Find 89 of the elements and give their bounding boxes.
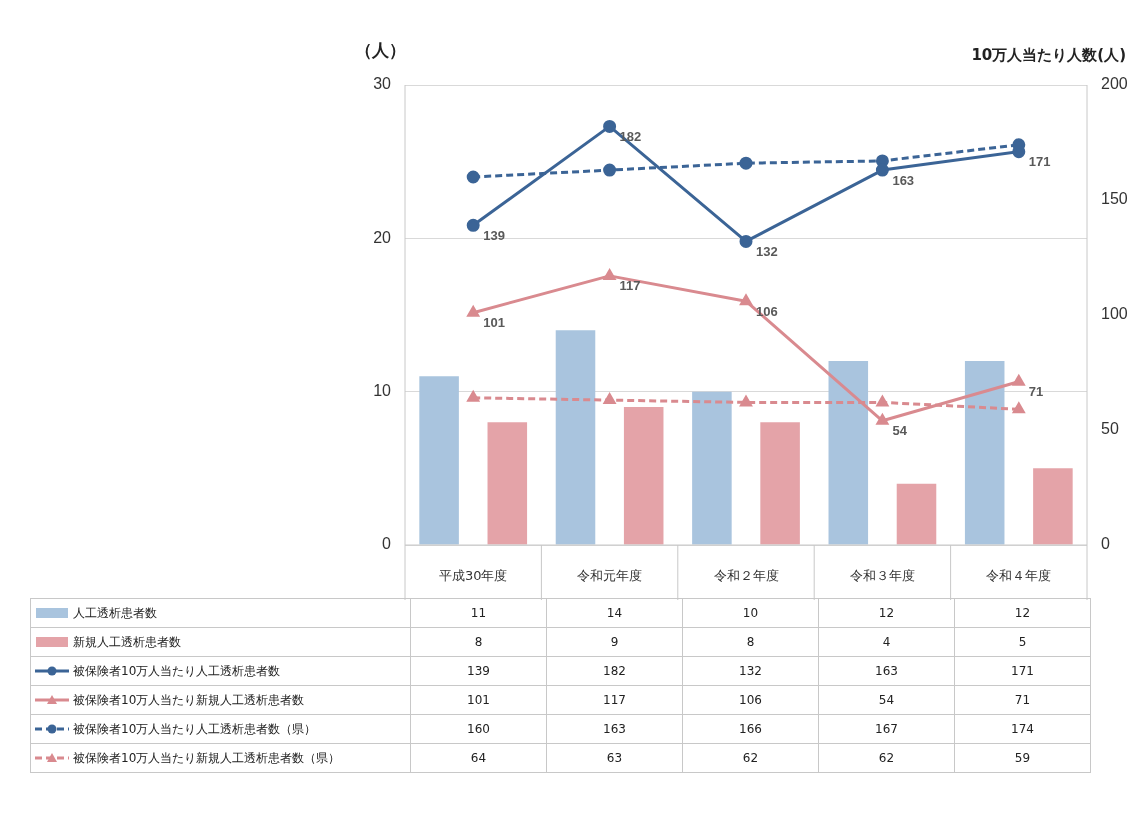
point [875,163,889,177]
bar [692,391,732,545]
bar [760,422,800,545]
data-label: 171 [954,656,1091,686]
legend-label: 被保険者10万人当たり人工透析患者数（県） [73,721,317,736]
bar [1033,468,1073,545]
data-label: 106 [682,685,819,715]
data-label: 132 [682,656,819,686]
data-label: 63 [546,743,683,773]
point [876,395,889,407]
data-label: 11 [410,598,547,628]
y-tick-label: 30 [373,75,392,93]
x-tick-label: 令和３年度 [849,568,915,584]
bar [623,407,664,545]
point [466,218,480,232]
data-label: 71 [954,685,1091,715]
y-tick-label: 10 [373,382,392,400]
text: 106 [756,303,778,319]
bar [964,361,1005,545]
data-label: 14 [546,598,683,628]
data-label: 62 [682,743,819,773]
x-tick-label: 平成30年度 [438,568,508,584]
y2-axis-title: 10万人当たり人数(人) [971,45,1126,64]
text: 132 [756,243,778,259]
data-label: 5 [954,627,1091,657]
point [876,414,889,425]
bar [487,422,528,545]
text: 171 [1028,154,1051,170]
data-label: 59 [954,743,1091,773]
text: 117 [619,278,641,294]
data-label: 167 [818,714,955,744]
data-label: 8 [682,627,819,657]
text: 54 [892,423,907,439]
data-label: 64 [410,743,547,773]
data-label: 101 [410,685,547,715]
y2-tick-label: 50 [1101,420,1119,438]
y-tick-label: 20 [373,228,392,246]
legend-label: 人工透析患者数 [73,605,157,620]
data-label: 160 [410,714,547,744]
point [740,294,752,306]
x-tick-label: 令和元年度 [577,568,643,584]
x-tick-label: 令和２年度 [713,568,779,584]
data-label: 8 [410,627,547,657]
point [467,306,480,317]
x-tick-label: 令和４年度 [986,568,1052,584]
text: 101 [483,315,505,331]
bar [419,376,459,545]
bar [828,361,869,545]
y2-tick-label: 100 [1101,305,1128,323]
text: 71 [1028,384,1044,400]
data-label: 10 [682,598,819,628]
data-label: 62 [818,743,955,773]
point [740,395,752,407]
bar [896,483,937,545]
text: 163 [892,172,915,188]
data-label: 139 [410,656,547,686]
legend-label: 被保険者10万人当たり新規人工透析患者数 [73,692,305,707]
y2-tick-label: 0 [1101,535,1110,553]
data-label: 117 [546,685,683,715]
point [603,393,616,405]
legend-label: 被保険者10万人当たり新規人工透析患者数（県） [73,750,341,765]
point [603,119,617,133]
point [603,269,616,280]
legend-label: 被保険者10万人当たり人工透析患者数 [73,663,281,678]
y-axis-title: （人） [354,40,406,61]
point [739,234,753,248]
y-tick-label: 0 [382,535,392,553]
data-label: 166 [682,714,819,744]
point [739,156,753,170]
point [466,170,480,184]
data-label: 163 [546,714,683,744]
data-label: 12 [818,598,955,628]
bar [555,330,596,545]
data-label: 174 [954,714,1091,744]
point [467,391,480,402]
data-label: 163 [818,656,955,686]
y2-tick-label: 150 [1101,190,1128,208]
data-label: 54 [818,685,955,715]
point [603,163,617,177]
y2-tick-label: 200 [1101,75,1128,93]
text: 139 [483,227,505,243]
point [1012,402,1025,414]
point [1012,375,1025,386]
legend-label: 新規人工透析患者数 [73,634,181,649]
text: 182 [619,128,642,144]
data-label: 182 [546,656,683,686]
data-label: 9 [546,627,683,657]
data-label: 12 [954,598,1091,628]
data-label: 4 [818,627,955,657]
